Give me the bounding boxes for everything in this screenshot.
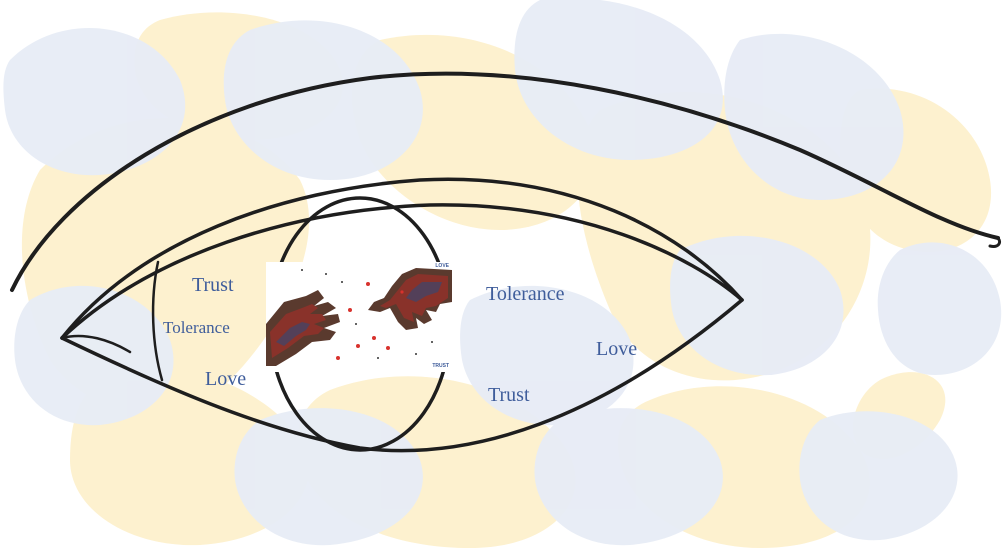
crowd-hand-right-icon <box>368 268 452 330</box>
tear-duct <box>60 334 132 354</box>
pupil-photo: LOVE TRUST <box>266 262 452 372</box>
crowd-hands-illustration <box>266 268 452 366</box>
word-trust-right: Trust <box>488 384 530 406</box>
eyebrow-line <box>10 71 1000 292</box>
eyebrow-tip <box>988 236 1002 248</box>
blue-wash-shapes <box>3 0 1002 546</box>
word-trust-left: Trust <box>192 274 234 296</box>
photo-love-tag: LOVE <box>435 263 449 269</box>
upper-eyelid-line <box>60 203 744 340</box>
word-tolerance-left: Tolerance <box>163 318 230 337</box>
word-love-right: Love <box>596 338 638 360</box>
word-love-left: Love <box>205 368 247 390</box>
inner-eye-curve <box>151 260 164 382</box>
tiny-people-dots <box>301 269 433 359</box>
upper-eyelid-crease <box>60 177 744 340</box>
crowd-hand-left-icon <box>266 290 340 366</box>
heart-icon <box>336 282 404 360</box>
word-tolerance-right: Tolerance <box>486 283 565 305</box>
photo-trust-tag: TRUST <box>432 363 449 369</box>
